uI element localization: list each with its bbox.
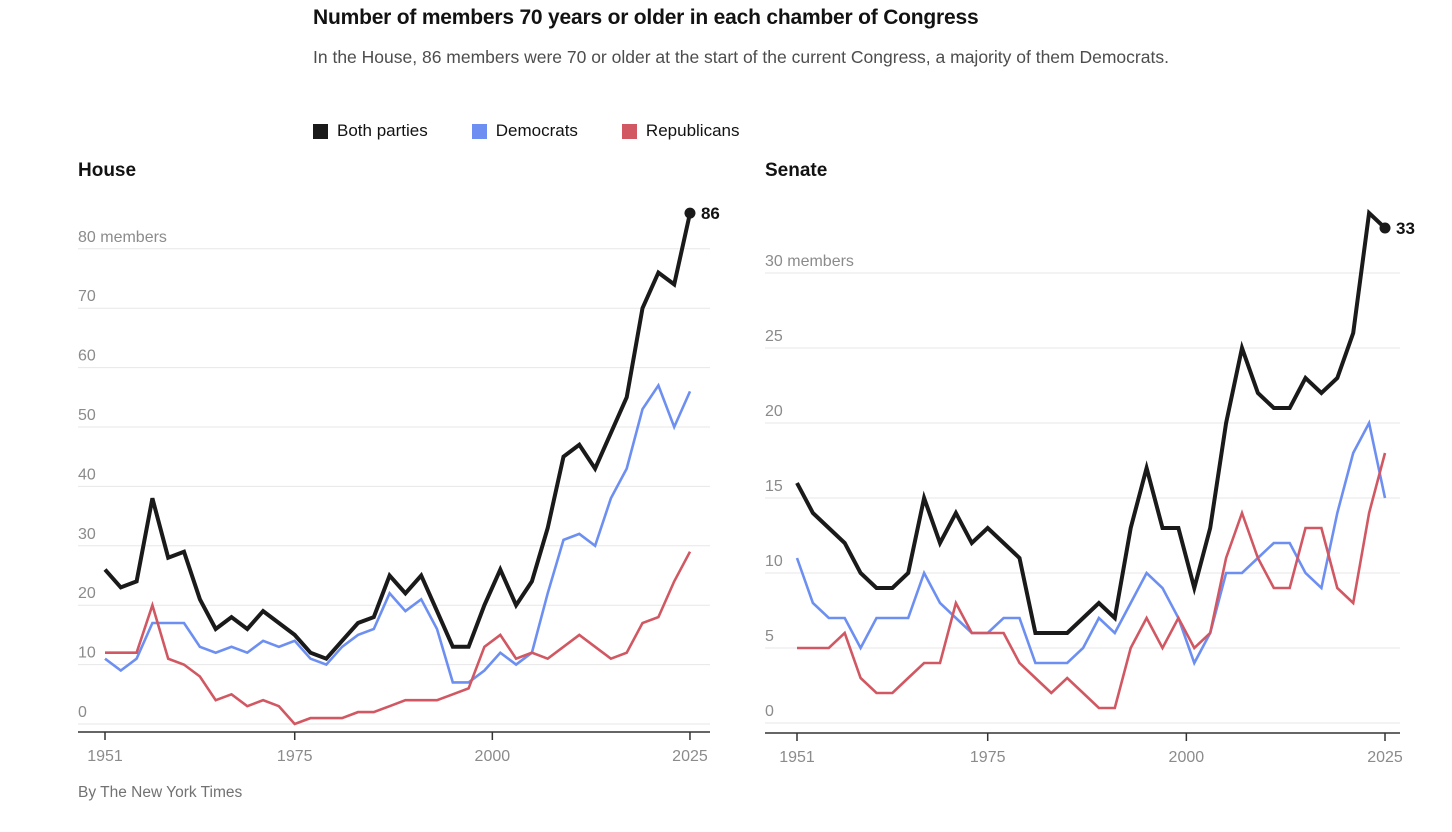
house-end-point-marker [684,207,696,219]
y-axis-tick-label: 70 [78,288,96,305]
chart-subtitle: In the House, 86 members were 70 or olde… [313,47,1169,67]
chart-header: Number of members 70 years or older in e… [313,6,1213,72]
legend-item-democrats: Democrats [471,121,578,141]
y-axis-tick-label: 10 [765,553,783,570]
senate-chart-title: Senate [765,160,828,181]
x-axis-tick-label: 2000 [1169,749,1205,766]
house-line-both-parties [103,212,692,662]
y-axis-tick-label: 0 [78,704,87,721]
legend-item-both-parties: Both parties [313,121,428,141]
y-axis-tick-label: 10 [78,645,96,662]
legend-label: Both parties [337,121,428,140]
y-axis-tick-label: 15 [765,478,783,495]
house-line-republicans [105,551,692,726]
both-parties-swatch-icon [313,123,328,139]
house-line-chart: 0 10 20 30 40 50 60 70 80 members 1951 1975 2000 202… [78,204,720,765]
y-axis-tick-label: 80 members [78,229,167,246]
byline: By The New York Times [78,784,243,801]
y-axis-tick-label: 30 [78,526,96,543]
y-axis-tick-label: 20 [78,585,96,602]
y-axis-tick-label: 40 [78,466,96,483]
y-axis-tick-label: 60 [78,348,96,365]
legend-label: Democrats [495,121,578,140]
y-axis-tick-label: 50 [78,407,96,424]
y-axis-tick-label: 5 [765,628,774,645]
house-chart-title: House [78,160,137,181]
senate-line-both-parties [795,208,1387,635]
democrats-swatch-icon [471,123,487,139]
house-line-democrats [104,382,692,684]
senate-end-value-label: 33 [1396,219,1415,238]
republicans-swatch-icon [621,123,637,139]
senate-line-democrats [795,419,1387,667]
x-axis-tick-label: 2025 [1367,749,1403,766]
y-axis-tick-label: 25 [765,328,783,345]
x-axis-tick-label: 1951 [779,749,815,766]
senate-line-republicans [797,452,1387,710]
house-end-value-label: 86 [701,204,720,223]
legend-label: Republicans [645,121,740,140]
x-axis-tick-label: 1975 [970,749,1006,766]
page-title: Number of members 70 years or older in e… [313,6,979,29]
x-axis-tick-label: 1975 [277,748,313,765]
chart-legend: Both parties Democrats Republicans [313,121,739,141]
x-axis-tick-label: 1951 [87,748,123,765]
x-axis-tick-label: 2000 [475,748,511,765]
x-axis-tick-label: 2025 [672,748,708,765]
y-axis-tick-label: 0 [765,703,774,720]
senate-end-point-marker [1379,222,1391,234]
y-axis-tick-label: 20 [765,403,783,420]
y-axis-tick-label: 30 members [765,253,854,270]
legend-item-republicans: Republicans [621,121,740,141]
